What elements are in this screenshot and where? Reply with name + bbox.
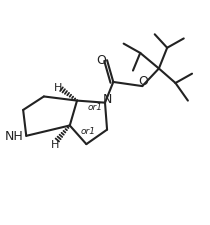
Text: NH: NH	[5, 130, 24, 143]
Text: or1: or1	[81, 127, 96, 135]
Text: N: N	[103, 93, 112, 106]
Text: O: O	[96, 53, 106, 66]
Text: or1: or1	[88, 102, 103, 111]
Text: H: H	[54, 82, 62, 92]
Text: O: O	[138, 74, 148, 87]
Text: H: H	[51, 140, 59, 149]
